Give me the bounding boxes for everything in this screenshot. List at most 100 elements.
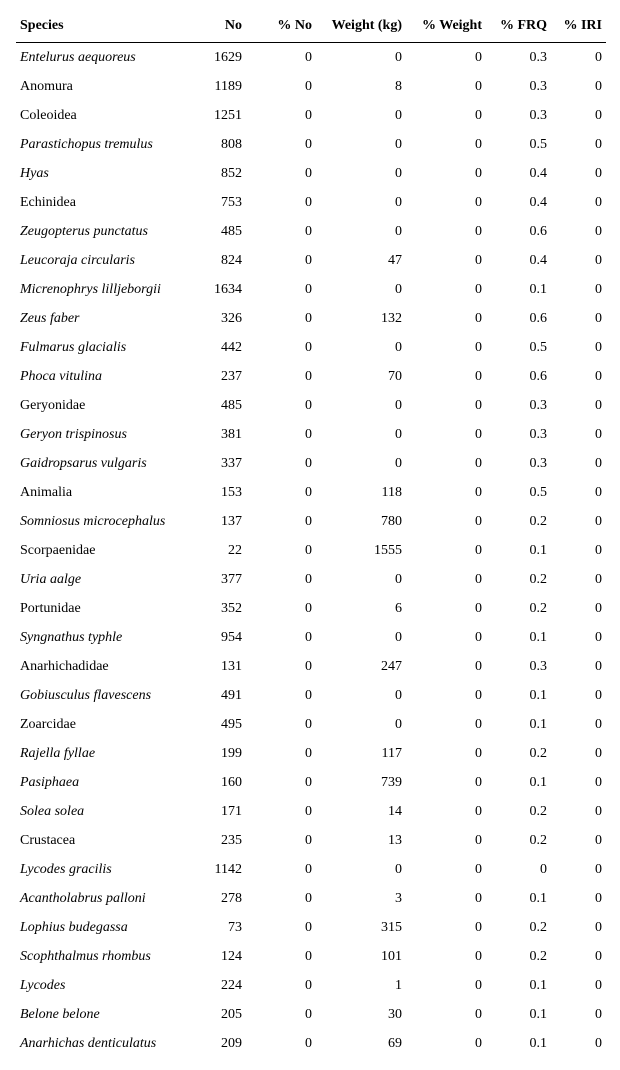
cell-no: 153 (186, 478, 246, 507)
cell-pweight: 0 (406, 333, 486, 362)
cell-pno: 0 (246, 536, 316, 565)
table-row: Acantholabrus palloni2780300.10 (16, 884, 606, 913)
cell-iri: 0 (551, 826, 606, 855)
cell-species: Lycodes (16, 971, 186, 1000)
cell-pweight: 0 (406, 1029, 486, 1058)
cell-weight: 0 (316, 623, 406, 652)
table-row: Scorpaenidae220155500.10 (16, 536, 606, 565)
cell-pweight: 0 (406, 681, 486, 710)
cell-iri: 0 (551, 855, 606, 884)
cell-frq: 0.2 (486, 826, 551, 855)
cell-iri: 0 (551, 913, 606, 942)
cell-no: 352 (186, 594, 246, 623)
cell-frq: 0.2 (486, 594, 551, 623)
cell-weight: 0 (316, 217, 406, 246)
cell-no: 1634 (186, 275, 246, 304)
cell-pno: 0 (246, 420, 316, 449)
cell-weight: 0 (316, 101, 406, 130)
table-row: Anarhichadidae131024700.30 (16, 652, 606, 681)
cell-pweight: 0 (406, 159, 486, 188)
cell-pweight: 0 (406, 826, 486, 855)
cell-no: 224 (186, 971, 246, 1000)
cell-frq: 0.3 (486, 420, 551, 449)
col-header-weight: Weight (kg) (316, 12, 406, 43)
cell-pweight: 0 (406, 623, 486, 652)
cell-species: Pasiphaea (16, 768, 186, 797)
cell-pweight: 0 (406, 507, 486, 536)
table-row: Micrenophrys lilljeborgii16340000.10 (16, 275, 606, 304)
cell-pno: 0 (246, 391, 316, 420)
cell-frq: 0.1 (486, 681, 551, 710)
cell-pweight: 0 (406, 884, 486, 913)
cell-species: Entelurus aequoreus (16, 43, 186, 73)
cell-weight: 739 (316, 768, 406, 797)
cell-pno: 0 (246, 217, 316, 246)
cell-species: Rajella fyllae (16, 739, 186, 768)
cell-frq: 0.3 (486, 652, 551, 681)
cell-pweight: 0 (406, 449, 486, 478)
cell-frq: 0.2 (486, 507, 551, 536)
cell-frq: 0.4 (486, 188, 551, 217)
cell-pweight: 0 (406, 971, 486, 1000)
cell-pweight: 0 (406, 130, 486, 159)
cell-frq: 0.6 (486, 304, 551, 333)
cell-iri: 0 (551, 217, 606, 246)
cell-weight: 6 (316, 594, 406, 623)
cell-species: Scophthalmus rhombus (16, 942, 186, 971)
cell-pno: 0 (246, 101, 316, 130)
cell-species: Lophius budegassa (16, 913, 186, 942)
cell-pno: 0 (246, 739, 316, 768)
cell-no: 237 (186, 362, 246, 391)
cell-weight: 30 (316, 1000, 406, 1029)
cell-iri: 0 (551, 1000, 606, 1029)
cell-pno: 0 (246, 681, 316, 710)
cell-no: 160 (186, 768, 246, 797)
cell-weight: 47 (316, 246, 406, 275)
cell-no: 205 (186, 1000, 246, 1029)
cell-species: Lycodes gracilis (16, 855, 186, 884)
cell-pno: 0 (246, 72, 316, 101)
cell-no: 1251 (186, 101, 246, 130)
cell-pno: 0 (246, 942, 316, 971)
cell-weight: 1 (316, 971, 406, 1000)
cell-frq: 0.6 (486, 362, 551, 391)
cell-species: Geryon trispinosus (16, 420, 186, 449)
cell-pweight: 0 (406, 536, 486, 565)
cell-weight: 0 (316, 159, 406, 188)
cell-species: Coleoidea (16, 101, 186, 130)
cell-weight: 14 (316, 797, 406, 826)
table-row: Zeus faber326013200.60 (16, 304, 606, 333)
cell-iri: 0 (551, 72, 606, 101)
cell-no: 495 (186, 710, 246, 739)
cell-pno: 0 (246, 159, 316, 188)
cell-iri: 0 (551, 130, 606, 159)
cell-species: Uria aalge (16, 565, 186, 594)
cell-no: 824 (186, 246, 246, 275)
table-row: Scophthalmus rhombus124010100.20 (16, 942, 606, 971)
cell-weight: 0 (316, 391, 406, 420)
cell-iri: 0 (551, 623, 606, 652)
cell-species: Zoarcidae (16, 710, 186, 739)
cell-pweight: 0 (406, 72, 486, 101)
cell-pno: 0 (246, 362, 316, 391)
cell-pno: 0 (246, 1000, 316, 1029)
cell-frq: 0.1 (486, 275, 551, 304)
table-row: Zeugopterus punctatus4850000.60 (16, 217, 606, 246)
cell-frq: 0.4 (486, 246, 551, 275)
cell-pweight: 0 (406, 246, 486, 275)
cell-iri: 0 (551, 594, 606, 623)
col-header-frq: % FRQ (486, 12, 551, 43)
cell-pno: 0 (246, 246, 316, 275)
cell-iri: 0 (551, 101, 606, 130)
cell-species: Syngnathus typhle (16, 623, 186, 652)
cell-frq: 0 (486, 855, 551, 884)
cell-pno: 0 (246, 797, 316, 826)
cell-iri: 0 (551, 507, 606, 536)
table-row: Crustacea23501300.20 (16, 826, 606, 855)
cell-no: 485 (186, 217, 246, 246)
cell-weight: 0 (316, 420, 406, 449)
table-row: Lycodes gracilis114200000 (16, 855, 606, 884)
cell-pweight: 0 (406, 768, 486, 797)
cell-frq: 0.1 (486, 710, 551, 739)
cell-no: 753 (186, 188, 246, 217)
